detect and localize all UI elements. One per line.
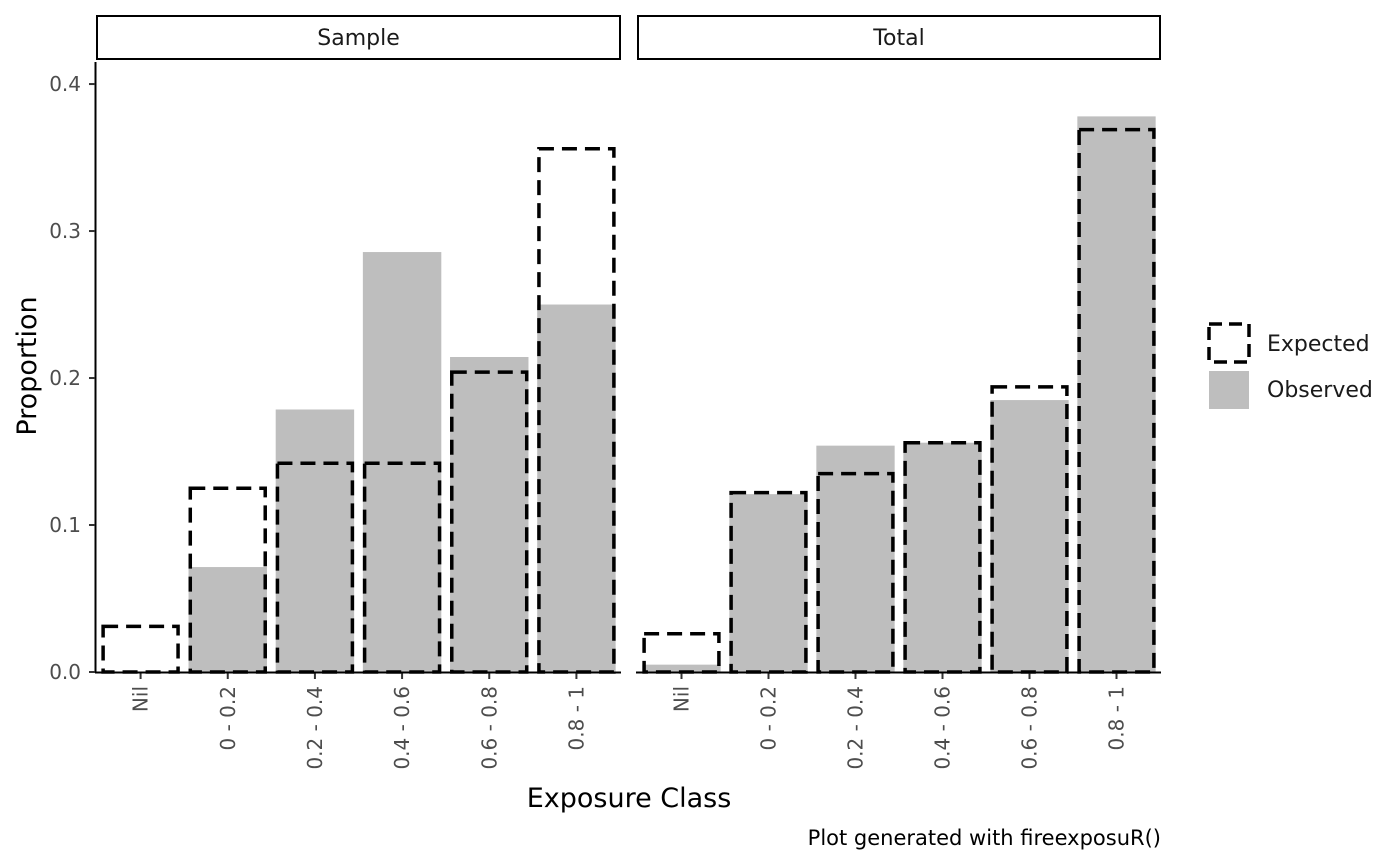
x-tick-label: 0.6 - 0.8 [477, 686, 501, 770]
bar-observed [642, 664, 721, 672]
panels-layer: Sample Nil 0 - 0.2 0.2 - 0.4 0.4 - 0.6 0.6 - … [95, 15, 1161, 770]
y-tick-label: 0.3 [49, 219, 81, 243]
x-tick-label: 0.8 - 1 [564, 686, 588, 750]
panel-total: Total Nil 0 - 0.2 0.2 - 0.4 0.4 - 0.6 0.6 - 0… [636, 15, 1161, 770]
legend-key-observed [1209, 371, 1249, 409]
legend-key-expected [1207, 322, 1251, 364]
bar-observed [275, 409, 355, 672]
x-tick-label: 0.4 - 0.6 [931, 686, 955, 770]
strip-label: Total [872, 26, 924, 51]
x-tick-label: 0.4 - 0.6 [390, 686, 414, 770]
bar-observed [450, 357, 529, 672]
legend: Expected Observed [1207, 322, 1373, 409]
plot-caption: Plot generated with fireexposuR() [808, 826, 1161, 850]
x-tick-label: 0 - 0.2 [216, 686, 240, 750]
y-tick-label: 0.0 [49, 660, 81, 684]
y-tick-label: 0.4 [49, 72, 81, 96]
legend-label-expected: Expected [1267, 332, 1370, 357]
bar-observed [816, 445, 895, 672]
strip-box [637, 15, 1161, 60]
y-tick-label: 0.1 [49, 513, 81, 537]
bar-expected [729, 490, 808, 674]
bar-observed [729, 494, 808, 672]
bar-expected [275, 461, 355, 674]
strip-label: Sample [317, 26, 400, 51]
x-axis-title: Exposure Class [527, 783, 732, 814]
bar-observed [990, 400, 1069, 672]
bar-expected [903, 440, 982, 674]
x-tick-label: 0.6 - 0.8 [1018, 686, 1042, 770]
y-axis-title: Proportion [12, 296, 43, 435]
bar-observed [188, 567, 267, 672]
x-tick-label: Nil [129, 686, 153, 712]
strip-box [96, 15, 621, 60]
legend-label-observed: Observed [1267, 378, 1373, 403]
bar-observed [537, 304, 616, 672]
bar-expected [188, 486, 267, 674]
x-tick-label: 0.8 - 1 [1105, 686, 1129, 750]
y-tick-label: 0.2 [49, 366, 81, 390]
bar-observed [903, 442, 982, 672]
x-tick-label: 0 - 0.2 [757, 686, 781, 750]
bar-expected [362, 461, 442, 674]
bar-observed [1077, 116, 1156, 672]
panel-sample: Sample Nil 0 - 0.2 0.2 - 0.4 0.4 - 0.6 0.6 - … [95, 15, 621, 770]
bar-expected [450, 370, 529, 674]
x-tick-label: 0.2 - 0.4 [303, 686, 327, 770]
bar-expected [101, 624, 180, 674]
x-tick-label: 0.2 - 0.4 [844, 686, 868, 770]
x-tick-label: Nil [670, 686, 694, 712]
y-axis: 0.0 0.1 0.2 0.3 0.4 [49, 62, 97, 684]
